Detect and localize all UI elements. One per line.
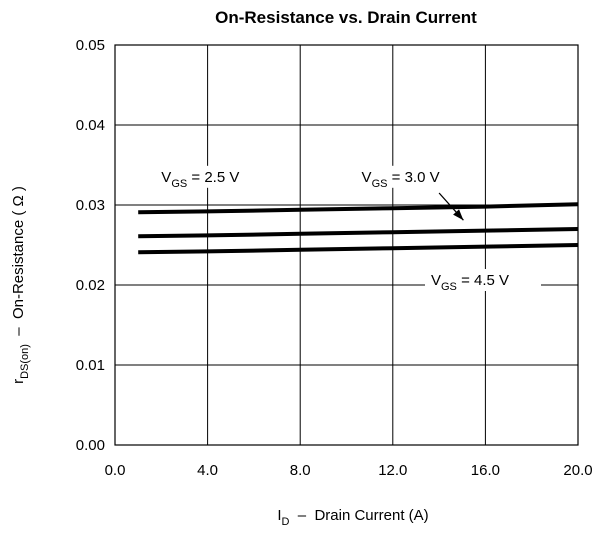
series-labels: VGS = 2.5 V VGS = 3.0 V VGS = 4.5 V (155, 165, 541, 293)
series-label-bg (155, 165, 270, 188)
x-tick-label: 8.0 (290, 462, 311, 479)
series-label-1: VGS = 2.5 V (161, 169, 239, 190)
y-tick-label: 0.00 (76, 437, 105, 454)
x-axis-label: ID – Drain Current (A) (277, 507, 428, 528)
y-tick-label: 0.01 (76, 357, 105, 374)
chart-title: On-Resistance vs. Drain Current (215, 8, 477, 27)
x-tick-label: 16.0 (471, 462, 500, 479)
series-line-2 (138, 227, 579, 239)
series-label-3: VGS = 4.5 V (431, 272, 509, 293)
series-label-bg (355, 165, 470, 188)
series-line-1 (138, 202, 579, 215)
arrowhead-icon (453, 209, 464, 221)
y-tick-label: 0.05 (76, 37, 105, 54)
series-label-2: VGS = 3.0 V (362, 169, 440, 190)
tick-labels: 0.0 4.0 8.0 12.0 16.0 20.0 0.00 0.01 0.02 0.03 0.0… (76, 37, 593, 479)
y-tick-label: 0.04 (76, 117, 105, 134)
grid (115, 45, 578, 445)
series-lines (138, 202, 579, 255)
x-tick-label: 0.0 (105, 462, 126, 479)
x-tick-label: 12.0 (378, 462, 407, 479)
x-tick-label: 4.0 (197, 462, 218, 479)
y-axis-label: rDS(on) – On-Resistance ( Ω ) (10, 186, 31, 384)
x-tick-label: 20.0 (563, 462, 592, 479)
series-line-3 (138, 243, 579, 255)
y-tick-label: 0.02 (76, 277, 105, 294)
y-tick-label: 0.03 (76, 197, 105, 214)
series-label-bg (424, 269, 541, 291)
